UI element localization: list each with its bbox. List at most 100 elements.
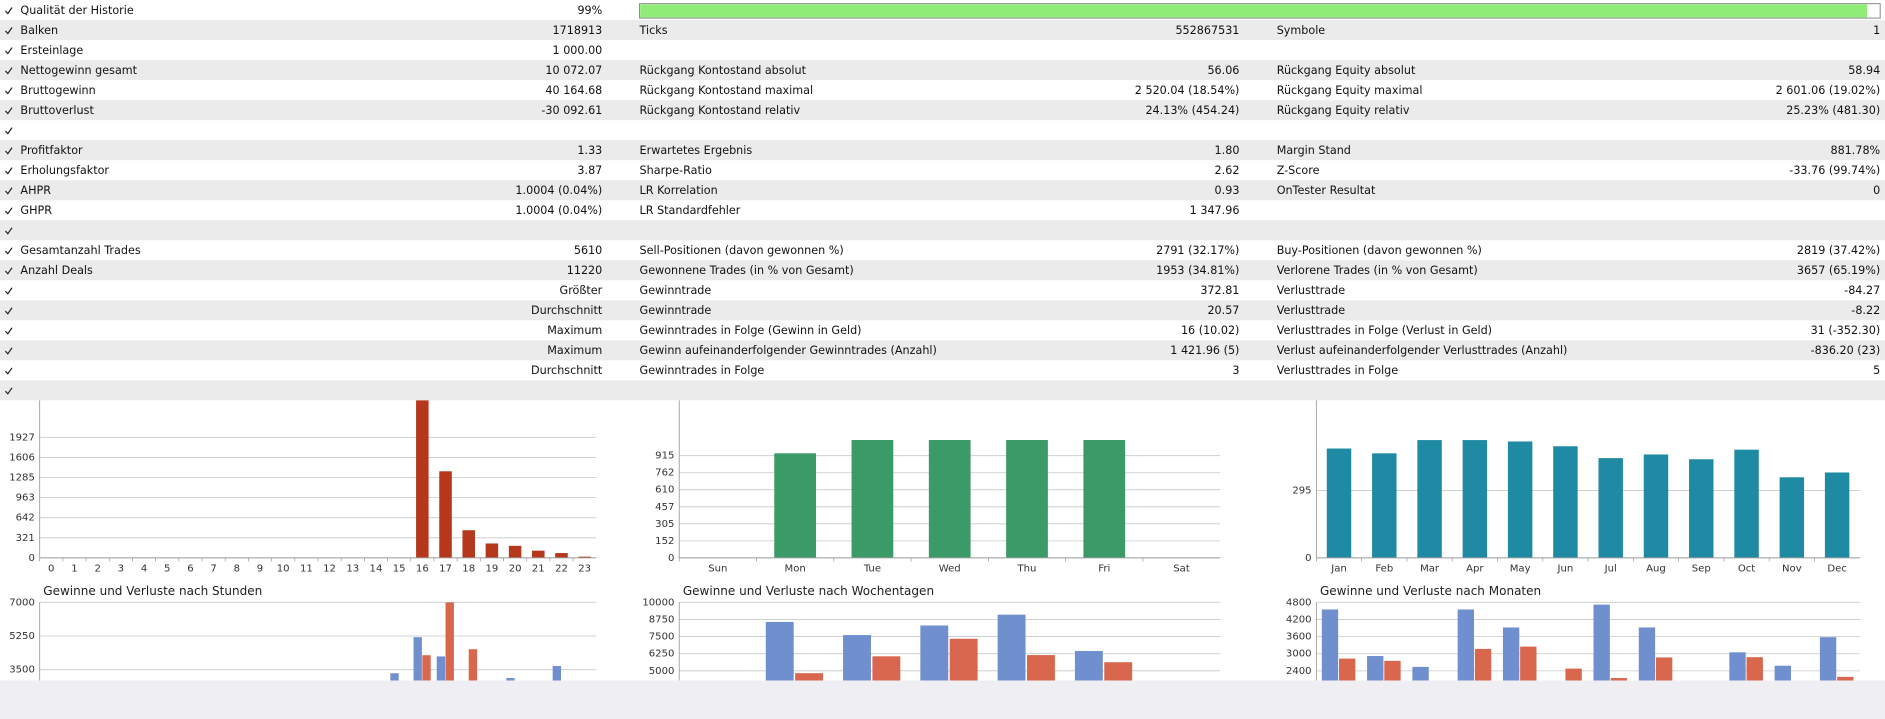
stat-value: 99% — [577, 4, 602, 17]
stat-value: 3.87 — [577, 164, 602, 177]
stat-label: Verlust aufeinanderfolgender Verlusttrad… — [1277, 344, 1568, 357]
bar — [1384, 660, 1401, 681]
bar — [1774, 665, 1791, 681]
stat-label: Erwartetes Ergebnis — [640, 144, 753, 157]
stat-label: Gewinntrades in Folge — [640, 364, 765, 377]
stat-value: 58.94 — [1848, 64, 1880, 77]
bar — [1643, 454, 1669, 558]
y-tick-label: 1927 — [9, 432, 35, 443]
x-tick-label: 8 — [234, 564, 240, 575]
bar — [1655, 657, 1673, 681]
stat-label: Rückgang Equity absolut — [1277, 64, 1416, 77]
y-tick-label: 4800 — [1286, 597, 1312, 608]
plot — [390, 602, 562, 681]
row-stripe — [0, 100, 1885, 121]
check-icon — [4, 287, 13, 295]
y-tick-label: 457 — [655, 502, 674, 513]
x-tick-label: Jul — [1604, 564, 1617, 575]
stat-value: 2791 (32.17%) — [1156, 244, 1239, 257]
stat-label: Gewinntrade — [640, 304, 712, 317]
stat-value: 2 520.04 (18.54%) — [1135, 84, 1240, 97]
row-stripe — [0, 340, 1885, 361]
stat-value: 552867531 — [1175, 24, 1239, 37]
bar — [468, 649, 478, 681]
bar — [1104, 662, 1133, 681]
bar — [1474, 648, 1492, 681]
check-icon — [4, 27, 13, 35]
bar — [552, 666, 562, 681]
stat-value: 10 072.07 — [545, 64, 602, 77]
bar — [1734, 449, 1759, 558]
y-tick-label: 1606 — [9, 452, 35, 463]
stat-label: Buy-Positionen (davon gewonnen %) — [1277, 244, 1482, 257]
bar — [1507, 441, 1533, 558]
stat-label: Bruttogewinn — [20, 84, 95, 97]
y-tick-label: 1285 — [9, 472, 35, 483]
bar — [1553, 446, 1578, 558]
x-tick-label: Mar — [1420, 564, 1440, 575]
check-icon — [4, 387, 13, 395]
stat-label: Margin Stand — [1277, 144, 1351, 157]
x-tick-label: Sep — [1692, 564, 1711, 575]
stat-value: 372.81 — [1200, 284, 1239, 297]
check-icon — [4, 87, 13, 95]
chart-title: Gewinne und Verluste nach Monaten — [1320, 584, 1541, 598]
y-tick-label: 3600 — [1286, 632, 1312, 643]
x-tick-label: 9 — [257, 564, 263, 575]
y-tick-label: 762 — [655, 468, 674, 479]
stat-value: 1 000.00 — [553, 44, 603, 57]
stat-value: Maximum — [547, 324, 602, 337]
bar — [1339, 658, 1356, 681]
check-icon — [4, 147, 13, 155]
stat-value: 16 (10.02) — [1181, 324, 1239, 337]
bar — [532, 550, 545, 558]
y-tick-label: 321 — [16, 533, 35, 544]
stat-label: Gewonnene Trades (in % von Gesamt) — [640, 264, 854, 277]
bar — [1610, 678, 1628, 681]
y-tick-label: 5250 — [9, 631, 35, 642]
chart-title: Gewinne und Verluste nach Wochentagen — [683, 584, 934, 598]
stat-value: 2 601.06 (19.02%) — [1776, 84, 1881, 97]
stat-label: Profitfaktor — [20, 144, 83, 157]
x-tick-label: Feb — [1375, 564, 1393, 575]
stat-value: -836.20 (23) — [1811, 344, 1881, 357]
stat-label: AHPR — [20, 184, 51, 197]
bar — [390, 673, 399, 681]
x-tick-label: Nov — [1782, 564, 1802, 575]
x-tick-label: Mon — [785, 564, 806, 575]
bar — [1502, 627, 1520, 681]
check-icon — [4, 7, 13, 15]
stat-value: 2819 (37.42%) — [1797, 244, 1880, 257]
bar — [1729, 652, 1746, 681]
x-tick-label: Oct — [1738, 564, 1755, 575]
row-stripe — [0, 300, 1885, 321]
stat-label: Sharpe-Ratio — [640, 164, 712, 177]
bar — [445, 602, 454, 681]
stat-value: 1.80 — [1215, 144, 1240, 157]
stat-value: -30 092.61 — [541, 104, 602, 117]
x-tick-label: 11 — [300, 564, 313, 575]
stat-label: Ticks — [639, 24, 668, 37]
y-tick-label: 5000 — [649, 666, 675, 677]
bar — [1565, 668, 1582, 681]
stat-label: GHPR — [20, 204, 52, 217]
stat-label: Qualität der Historie — [20, 4, 133, 17]
empty-area — [0, 680, 1885, 719]
quality-bar — [640, 4, 1868, 18]
stat-value: 1953 (34.81%) — [1156, 264, 1239, 277]
x-tick-label: 15 — [393, 564, 406, 575]
stat-label: Gewinntrade — [640, 284, 712, 297]
bar — [1746, 657, 1763, 681]
stat-label: Verlusttrades in Folge (Verlust in Geld) — [1277, 324, 1492, 337]
check-icon — [4, 107, 13, 115]
bar — [920, 625, 949, 681]
y-tick-label: 963 — [16, 493, 35, 504]
row-stripe — [0, 180, 1885, 201]
bar — [413, 637, 422, 681]
bar — [506, 678, 515, 681]
stat-label: Verlusttrade — [1277, 304, 1346, 317]
x-tick-label: 2 — [94, 564, 100, 575]
stat-value: Durchschnitt — [531, 304, 603, 317]
stat-value: 20.57 — [1207, 304, 1239, 317]
